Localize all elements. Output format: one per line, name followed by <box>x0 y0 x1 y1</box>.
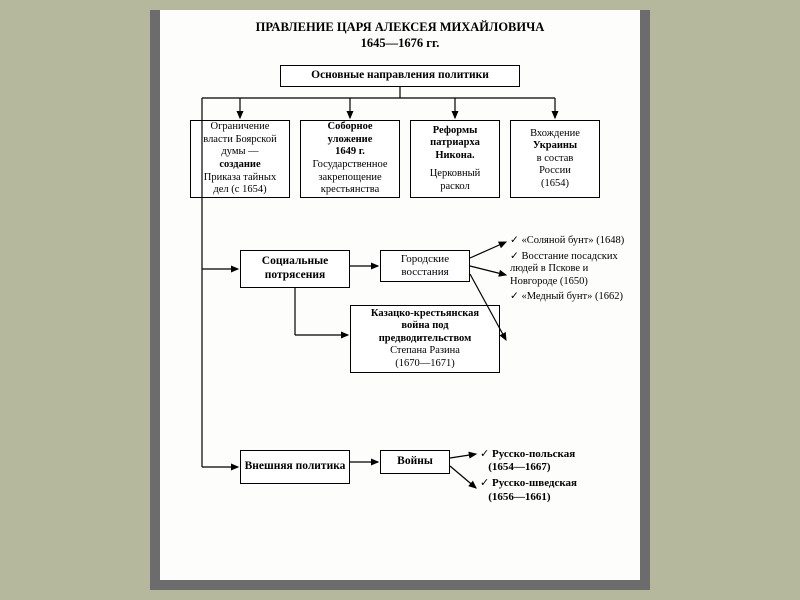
pb0-l5: Приказа тайных <box>204 172 276 185</box>
uprisings-list: ✓ «Соляной бунт» (1648) ✓ Восстание поса… <box>510 235 630 307</box>
root-label: Основные направления политики <box>311 69 489 83</box>
title-line-2: 1645—1676 гг. <box>361 36 440 50</box>
urban-uprisings-box: Городские восстания <box>380 250 470 282</box>
pb1-l4: Государственное <box>312 159 387 172</box>
pb1-l2: уложение <box>328 134 373 147</box>
check-icon: ✓ <box>510 251 521 262</box>
check-icon: ✓ <box>480 448 492 460</box>
pb2-l3: Никона. <box>435 150 474 163</box>
pb3-l4: России <box>539 165 571 178</box>
policy-box-2: Реформы патриарха Никона. Церковный раск… <box>410 120 500 198</box>
razin-l5: (1670—1671) <box>395 358 455 371</box>
foreign-policy-box: Внешняя политика <box>240 450 350 484</box>
title-line-1: ПРАВЛЕНИЕ ЦАРЯ АЛЕКСЕЯ МИХАЙЛОВИЧА <box>256 20 545 34</box>
razin-l2: война под <box>401 320 448 333</box>
pb1-l3: 1649 г. <box>335 146 365 159</box>
pb3-l1: Вхождение <box>530 128 580 141</box>
foreign-label: Внешняя политика <box>245 460 346 474</box>
razin-l4: Степана Разина <box>390 345 460 358</box>
outer-frame: ПРАВЛЕНИЕ ЦАРЯ АЛЕКСЕЯ МИХАЙЛОВИЧА 1645—… <box>150 10 650 590</box>
pb3-l2: Украины <box>533 140 577 153</box>
check-icon: ✓ <box>510 235 521 246</box>
policy-box-3: Вхождение Украины в состав России (1654) <box>510 120 600 198</box>
razin-l3: предводительством <box>379 333 472 346</box>
pb2-l5: Церковный <box>430 168 481 181</box>
wars-label: Войны <box>397 455 433 469</box>
check-icon: ✓ <box>480 477 492 489</box>
pb3-l3: в состав <box>537 153 574 166</box>
razin-l1: Казацко-крестьянская <box>371 308 479 321</box>
check-icon: ✓ <box>510 291 521 302</box>
urban-label: Городские восстания <box>384 253 466 279</box>
main-title: ПРАВЛЕНИЕ ЦАРЯ АЛЕКСЕЯ МИХАЙЛОВИЧА 1645—… <box>160 20 640 51</box>
pb0-l6: дел (с 1654) <box>213 184 266 197</box>
policy-box-1: Соборное уложение 1649 г. Государственно… <box>300 120 400 198</box>
pb2-l1: Реформы <box>433 125 478 138</box>
pb0-l1: Ограничение <box>211 121 270 134</box>
razin-box: Казацко-крестьянская война под предводит… <box>350 305 500 373</box>
pb0-l4: создание <box>219 159 260 172</box>
uprising-1: ✓ Восстание посадских людей в Пскове и Н… <box>510 251 630 289</box>
social-box: Социальные потрясения <box>240 250 350 288</box>
pb1-l1: Соборное <box>328 121 373 134</box>
pb2-l2: патриарха <box>430 137 480 150</box>
root-directions-box: Основные направления политики <box>280 65 520 87</box>
war-1: ✓ Русско-шведская (1656—1661) <box>480 477 630 503</box>
pb1-l5: закрепощение <box>318 172 381 185</box>
uprising-0: ✓ «Соляной бунт» (1648) <box>510 235 630 248</box>
pb3-l5: (1654) <box>541 178 569 191</box>
pb0-l3: думы — <box>221 146 258 159</box>
policy-box-0: Ограничение власти Боярской думы — созда… <box>190 120 290 198</box>
war-0: ✓ Русско-польская (1654—1667) <box>480 448 630 474</box>
pb2-l6: раскол <box>440 181 470 194</box>
diagram-paper: ПРАВЛЕНИЕ ЦАРЯ АЛЕКСЕЯ МИХАЙЛОВИЧА 1645—… <box>160 10 640 580</box>
wars-box: Войны <box>380 450 450 474</box>
pb1-l6: крестьянства <box>321 184 380 197</box>
social-label: Социальные потрясения <box>244 255 346 283</box>
uprising-2: ✓ «Медный бунт» (1662) <box>510 291 630 304</box>
pb0-l2: власти Боярской <box>203 134 276 147</box>
wars-list: ✓ Русско-польская (1654—1667) ✓ Русско-ш… <box>480 448 630 507</box>
